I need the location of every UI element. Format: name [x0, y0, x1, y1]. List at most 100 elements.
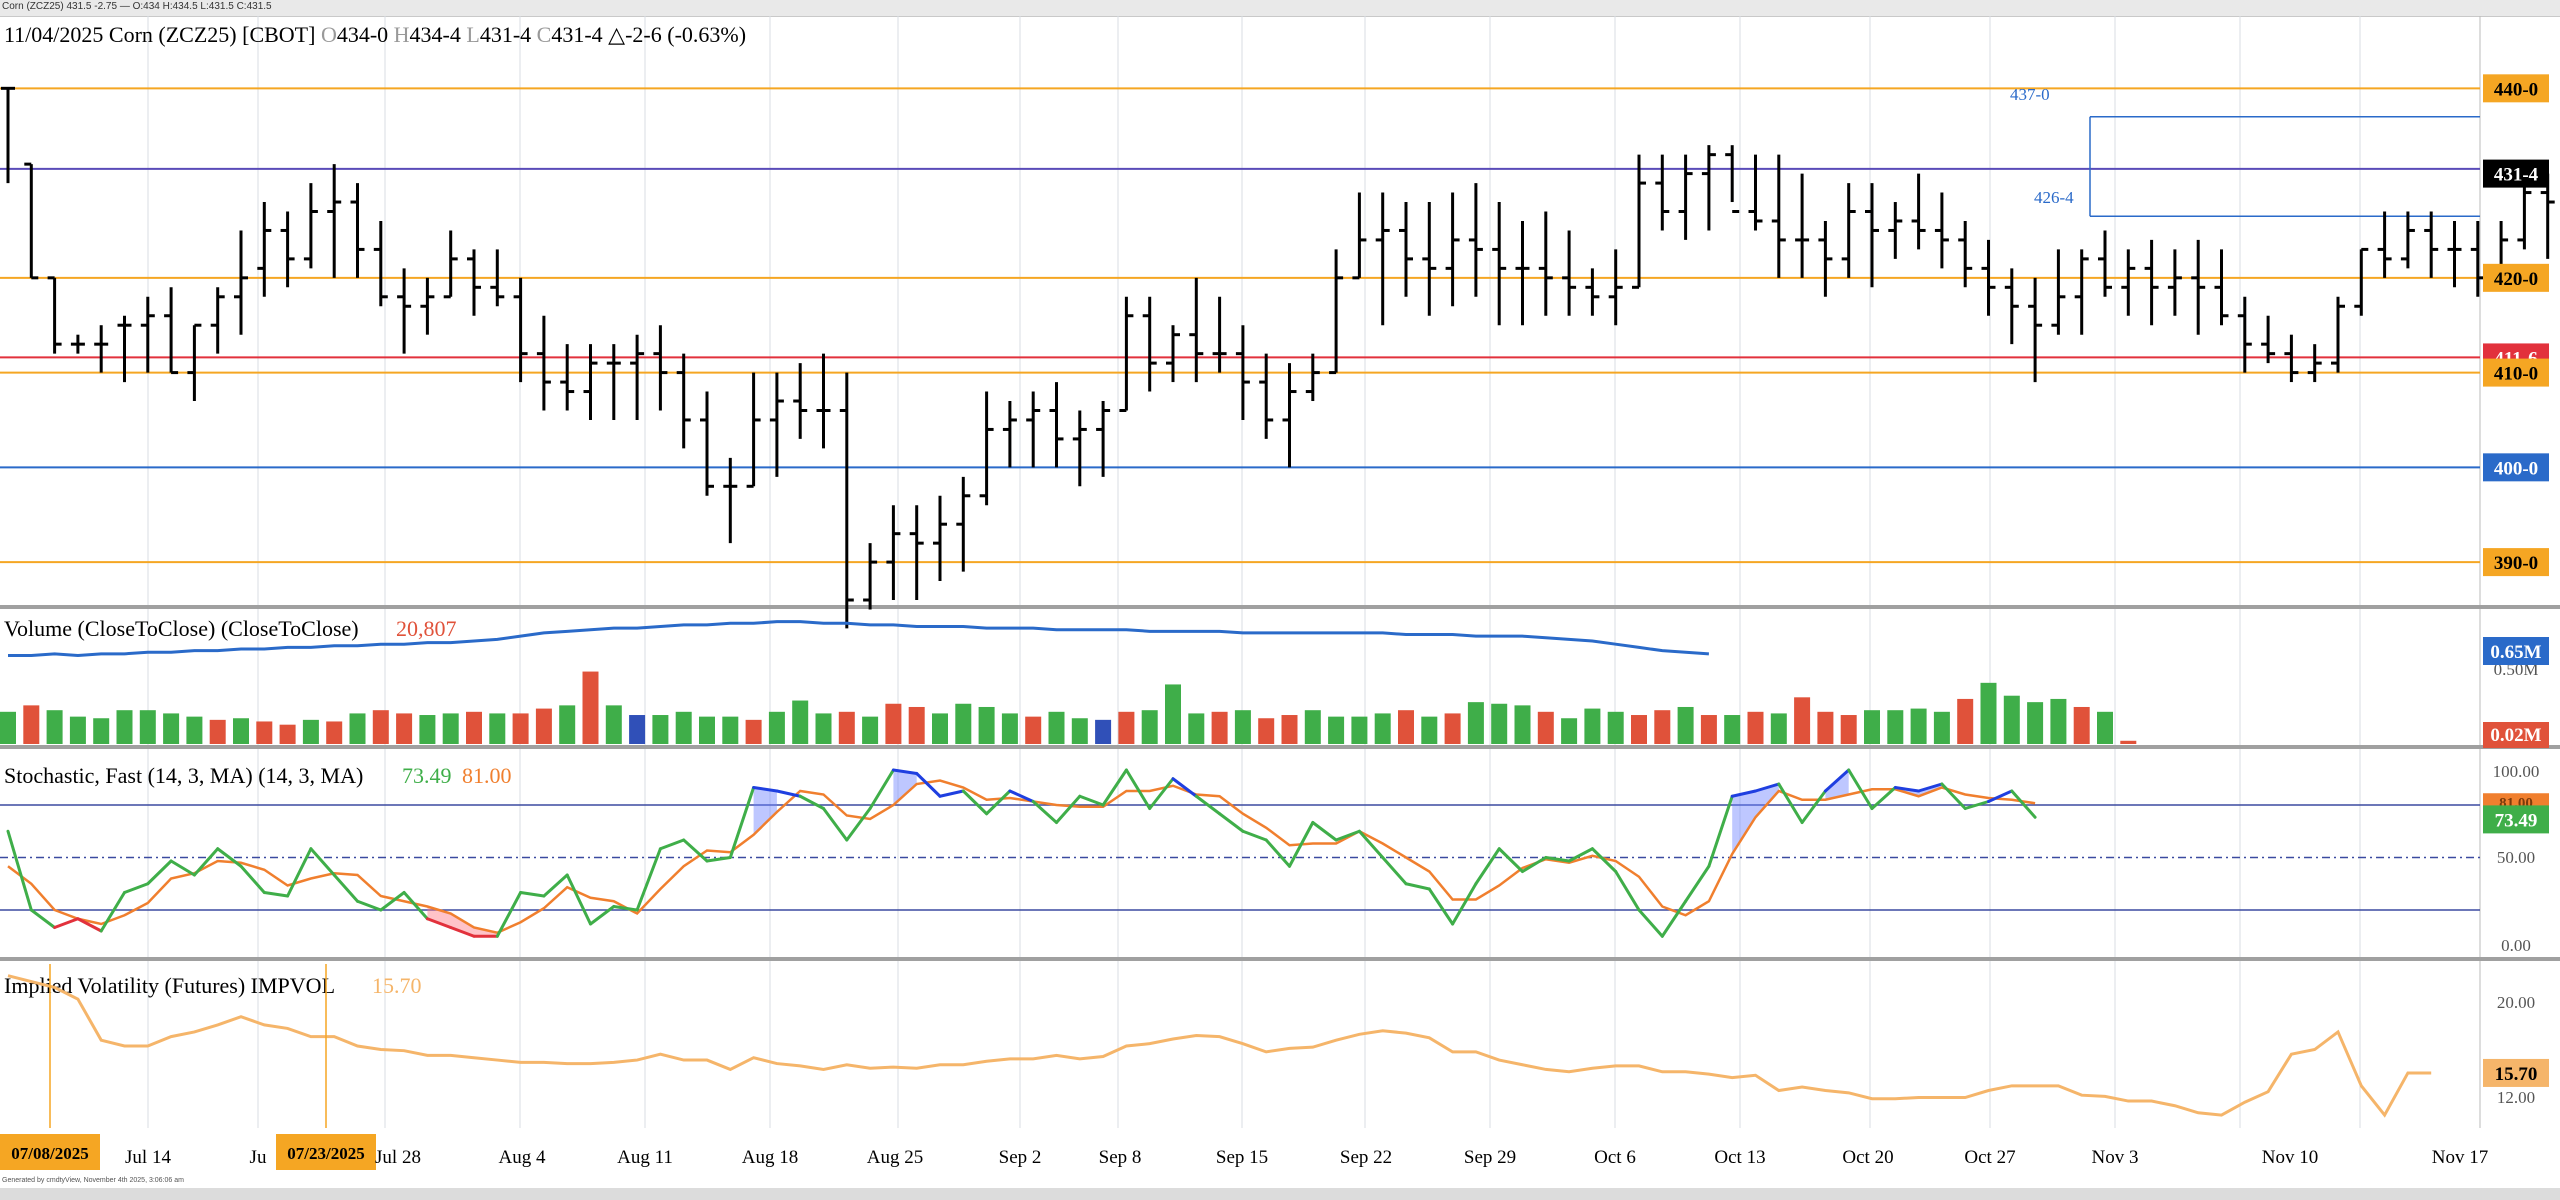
stoch-k-segment	[1590, 847, 1618, 873]
volume-bar	[675, 711, 692, 744]
ohlc-bar	[1375, 192, 1390, 326]
x-axis-label: Jul 14	[125, 1147, 171, 1168]
ohlc-bar	[2307, 344, 2322, 383]
ohlc-bar	[1096, 401, 1111, 477]
ohlc-bar	[1888, 202, 1903, 259]
stoch-k-segment	[1684, 864, 1711, 903]
ohlc-bar	[2074, 249, 2089, 335]
volume-bar	[279, 724, 296, 744]
ohlc-bar	[1562, 230, 1577, 316]
stoch-k-segment	[752, 786, 779, 793]
ohlc-bar	[1795, 173, 1810, 278]
volume-bar	[699, 716, 715, 744]
stoch-k-segment	[658, 838, 686, 851]
volume-value: 20,807	[396, 616, 457, 641]
price-title: 11/04/2025 Corn (ZCZ25) [CBOT] O434-0 H4…	[4, 22, 746, 47]
volume-bar	[1700, 715, 1717, 744]
stoch-k-segment	[332, 873, 359, 903]
stoch-k-segment	[286, 847, 313, 898]
ohlc-bar	[1422, 202, 1437, 316]
ohlc-bar	[257, 202, 272, 297]
volume-bar	[2120, 740, 2137, 744]
x-axis-highlight-bg	[0, 1134, 100, 1170]
stoch-k-segment	[589, 905, 616, 926]
volume-bar	[862, 716, 879, 744]
ohlc-bar	[1585, 268, 1600, 316]
ohlc-bar	[793, 363, 808, 439]
stoch-k-segment	[76, 917, 103, 933]
stoch-k-segment	[1357, 829, 1385, 859]
volume-bar	[1351, 716, 1368, 744]
ohlc-bar	[1049, 382, 1064, 468]
ohlc-bar	[303, 183, 318, 269]
ohlc-bar	[933, 495, 947, 582]
ohlc-bar	[2447, 220, 2462, 288]
volume-bar	[1584, 708, 1601, 744]
ohlc-bar	[94, 325, 109, 373]
volume-bar	[46, 710, 63, 744]
ohlc-bar	[956, 476, 971, 572]
stoch-k-segment	[1567, 847, 1594, 863]
stoch-k-segment	[262, 891, 290, 898]
stoch-k-segment	[891, 768, 919, 775]
ohlc-bar	[583, 344, 598, 420]
price-title-part: 431-4	[551, 22, 608, 47]
volume-bar	[1165, 684, 1181, 744]
stoch-k-segment	[565, 873, 592, 926]
ohlc-bar	[210, 287, 225, 354]
stoch-k-segment	[1381, 856, 1408, 886]
stoch-k-segment	[938, 789, 965, 798]
volume-bar	[1141, 710, 1158, 744]
stoch-k-segment	[1730, 789, 1757, 798]
volume-bar	[559, 705, 576, 744]
ohlc-bar	[630, 334, 645, 420]
stoch-k-segment	[495, 891, 523, 938]
stoch-k-segment	[169, 859, 196, 877]
ohlc-bar	[350, 183, 365, 278]
volume-bar	[1631, 715, 1647, 744]
ohlc-bar	[2424, 211, 2439, 278]
x-axis-label: Oct 20	[1842, 1147, 1893, 1168]
ohlc-bar	[164, 287, 179, 375]
ohlc-bar	[2028, 277, 2043, 383]
volume-bar	[1258, 718, 1275, 744]
volume-bar	[1048, 711, 1065, 744]
stoch-k-segment	[1800, 789, 1827, 824]
volume-bar	[1491, 703, 1508, 744]
ohlc-bar	[1119, 296, 1134, 412]
stoch-k-segment	[1101, 768, 1128, 807]
ohlc-bar	[1212, 296, 1227, 373]
iv-line	[7, 974, 2432, 1118]
ohlc-bar	[420, 277, 435, 335]
stoch-k-segment	[1171, 777, 1198, 798]
ohlc-bar	[909, 505, 924, 600]
volume-bar	[466, 711, 482, 744]
stoch-overbought-fill	[1732, 784, 1779, 854]
ohlc-bar	[1771, 154, 1786, 278]
volume-bar	[1864, 710, 1880, 744]
volume-bar	[1537, 711, 1554, 744]
volume-bar	[1933, 711, 1950, 744]
stoch-k-segment	[1707, 794, 1734, 868]
price-title-part: O	[321, 22, 337, 47]
stoch-k-segment	[356, 899, 383, 912]
volume-bar	[442, 713, 459, 744]
stoch-k-segment	[6, 829, 33, 912]
volume-bar	[302, 719, 319, 744]
stoch-k-segment	[146, 859, 173, 886]
stoch-k-segment	[1940, 782, 1967, 810]
stoch-k-segment	[2010, 789, 2037, 819]
volume-bar	[838, 711, 855, 744]
ohlc-bar	[1002, 401, 1017, 468]
stoch-k-segment	[985, 789, 1012, 816]
volume-bar	[372, 710, 389, 744]
volume-bar	[1794, 697, 1811, 744]
volume-bar	[932, 713, 948, 744]
volume-bar	[1001, 713, 1018, 744]
stoch-k-segment	[868, 768, 895, 810]
stoch-title: Stochastic, Fast (14, 3, MA) (14, 3, MA)	[4, 763, 363, 788]
stoch-d-value: 81.00	[462, 763, 512, 788]
stoch-k-segment	[1893, 786, 1921, 793]
x-axis-label: Oct 27	[1964, 1147, 2015, 1168]
